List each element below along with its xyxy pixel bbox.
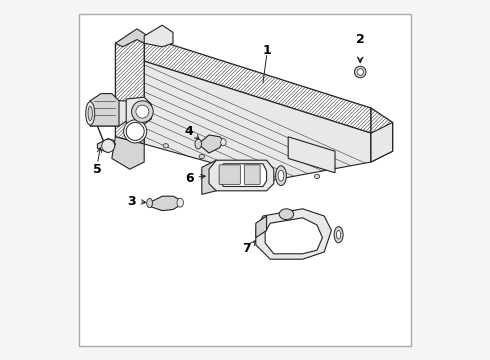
Polygon shape <box>98 139 116 153</box>
Ellipse shape <box>86 102 95 125</box>
Polygon shape <box>256 216 267 238</box>
Text: 7: 7 <box>243 242 251 255</box>
Ellipse shape <box>275 166 286 186</box>
Circle shape <box>357 69 364 75</box>
Ellipse shape <box>279 209 294 220</box>
Ellipse shape <box>314 174 319 179</box>
Circle shape <box>132 101 153 122</box>
Polygon shape <box>144 61 371 180</box>
Ellipse shape <box>334 227 343 243</box>
Polygon shape <box>151 196 180 211</box>
Ellipse shape <box>278 170 284 181</box>
Polygon shape <box>198 135 223 153</box>
Ellipse shape <box>88 106 92 121</box>
Polygon shape <box>126 97 151 124</box>
Circle shape <box>102 139 115 152</box>
Polygon shape <box>202 160 216 194</box>
Ellipse shape <box>337 230 341 239</box>
Text: 4: 4 <box>185 125 194 138</box>
FancyBboxPatch shape <box>219 165 240 184</box>
Polygon shape <box>256 209 331 259</box>
Polygon shape <box>112 137 144 169</box>
Circle shape <box>136 105 149 118</box>
Text: 5: 5 <box>93 163 102 176</box>
Ellipse shape <box>199 154 204 159</box>
Polygon shape <box>220 164 267 186</box>
Polygon shape <box>144 25 173 47</box>
Ellipse shape <box>195 139 201 149</box>
Ellipse shape <box>249 165 255 170</box>
Polygon shape <box>371 122 392 162</box>
Polygon shape <box>265 218 322 254</box>
Polygon shape <box>116 29 148 47</box>
Polygon shape <box>116 36 144 144</box>
Text: 6: 6 <box>185 172 194 185</box>
Text: 3: 3 <box>127 195 136 208</box>
Circle shape <box>354 66 366 78</box>
Ellipse shape <box>163 144 169 148</box>
Polygon shape <box>371 108 392 162</box>
Text: 1: 1 <box>262 44 271 57</box>
Polygon shape <box>144 36 371 133</box>
Ellipse shape <box>177 198 183 207</box>
Polygon shape <box>90 101 130 126</box>
Ellipse shape <box>220 139 226 146</box>
Polygon shape <box>288 137 335 173</box>
Polygon shape <box>209 160 274 191</box>
Text: 2: 2 <box>356 33 365 46</box>
Polygon shape <box>90 94 119 126</box>
Circle shape <box>123 120 147 143</box>
FancyBboxPatch shape <box>245 165 260 184</box>
Ellipse shape <box>147 198 152 208</box>
